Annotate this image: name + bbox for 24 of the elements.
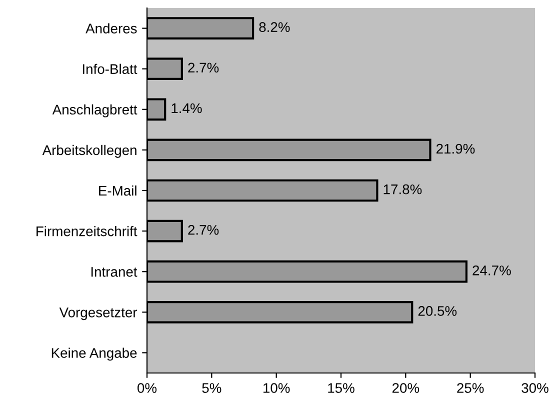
x-tick-label: 20%: [392, 383, 420, 393]
y-tick-label: Info-Blatt: [82, 64, 138, 74]
data-label: 20.5%: [418, 306, 457, 316]
data-label: 24.7%: [472, 266, 511, 276]
y-tick-label: Firmenzeitschrift: [36, 226, 138, 236]
y-tick-label: Intranet: [91, 267, 138, 277]
x-tick-label: 5%: [202, 383, 222, 393]
y-tick-label: Anschlagbrett: [52, 104, 138, 118]
data-label: 2.7%: [188, 62, 219, 73]
x-tick-label: 15%: [328, 383, 354, 393]
x-tick-label: 30%: [522, 383, 548, 393]
y-tick-label: Arbeitskollegen: [42, 144, 136, 158]
x-tick-label: 25%: [457, 383, 484, 393]
y-tick-label: Vorgesetzter: [59, 308, 138, 320]
data-label: 8.2%: [259, 22, 290, 32]
data-label: 21.9%: [436, 144, 475, 154]
data-label: 17.8%: [384, 184, 422, 194]
y-tick-label: Anderes: [86, 23, 137, 34]
data-label: 2.7%: [188, 224, 219, 235]
y-tick-label: Keine Angabe: [52, 348, 137, 361]
x-tick-label: 10%: [263, 383, 290, 393]
x-tick-label: 0%: [138, 383, 157, 393]
data-label: 1.4%: [172, 103, 202, 114]
y-tick-label: E-Mail: [99, 185, 136, 196]
